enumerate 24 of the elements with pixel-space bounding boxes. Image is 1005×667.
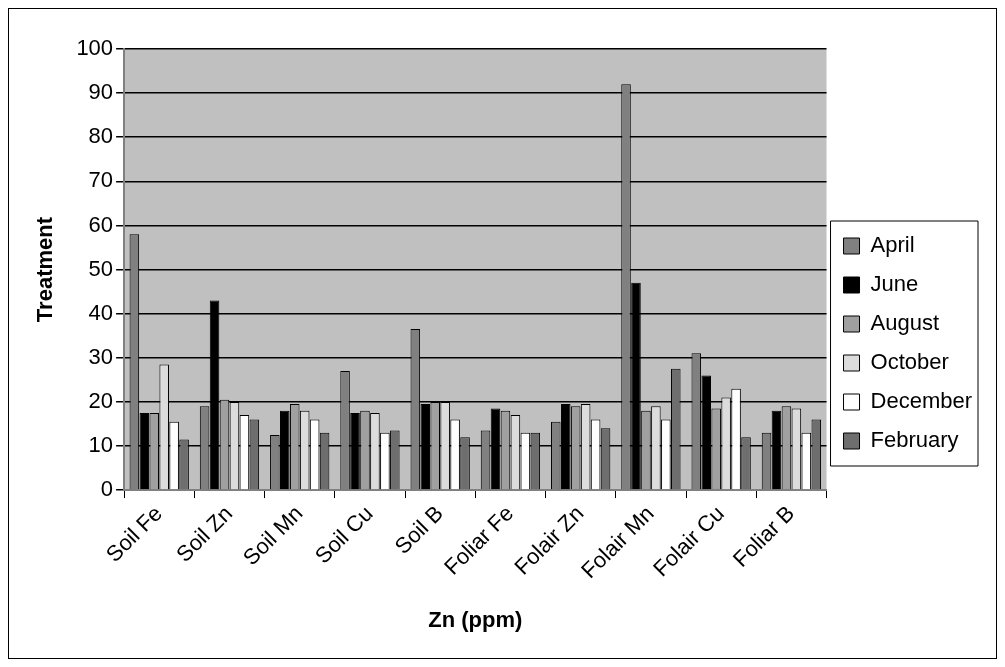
legend-label: February [870, 427, 959, 453]
y-tick-label: 10 [88, 432, 114, 458]
x-tick-label: Soil Cu [309, 500, 378, 569]
y-tick-label: 50 [88, 255, 114, 281]
legend-label: December [870, 388, 972, 414]
y-tick-label: 40 [88, 299, 114, 325]
legend-label: August [870, 310, 940, 336]
x-axis-title: Zn (ppm) [428, 606, 523, 632]
x-tick-label: Soil Fe [100, 500, 168, 567]
x-tick-label: Soil Zn [171, 500, 238, 567]
y-tick-label: 0 [100, 476, 114, 502]
y-tick-label: 30 [88, 343, 114, 369]
y-tick-label: 20 [88, 387, 114, 413]
x-tick-label: Soil Mn [237, 500, 308, 571]
y-axis-title: Treatment [32, 216, 58, 323]
y-tick-label: 70 [88, 167, 114, 193]
x-tick-label: Soil B [389, 500, 449, 559]
y-tick-label: 100 [76, 35, 114, 61]
legend-label: October [870, 349, 949, 375]
y-tick-label: 60 [88, 211, 114, 237]
y-tick-label: 90 [88, 79, 114, 105]
legend-label: April [870, 232, 915, 258]
legend-label: June [870, 271, 919, 297]
y-tick-label: 80 [88, 123, 114, 149]
